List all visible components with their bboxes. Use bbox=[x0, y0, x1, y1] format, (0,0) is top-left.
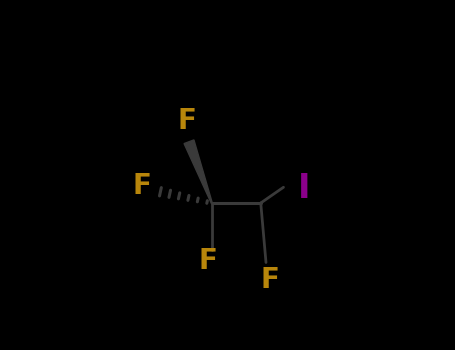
Text: F: F bbox=[260, 266, 279, 294]
Polygon shape bbox=[184, 140, 212, 203]
Text: F: F bbox=[199, 247, 217, 275]
Text: I: I bbox=[298, 173, 311, 205]
Text: F: F bbox=[132, 172, 151, 200]
Text: F: F bbox=[178, 107, 197, 135]
